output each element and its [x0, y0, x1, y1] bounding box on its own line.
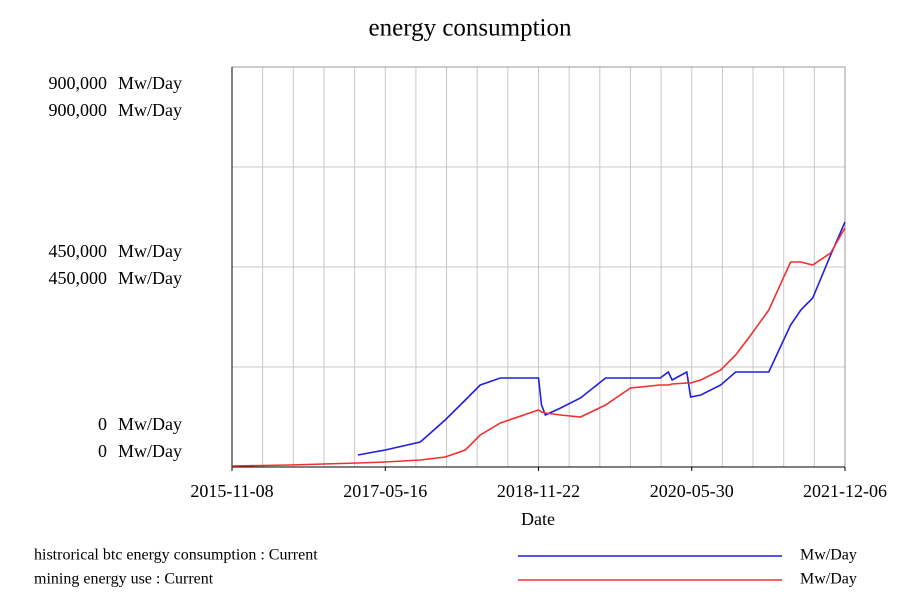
- y-tick-unit: Mw/Day: [118, 100, 182, 120]
- legend-unit: Mw/Day: [800, 571, 857, 588]
- x-tick-label: 2020-05-30: [650, 481, 734, 501]
- chart-title: energy consumption: [369, 15, 572, 42]
- legend-label: mining energy use : Current: [34, 571, 214, 588]
- y-tick-label: 900,000: [49, 73, 108, 93]
- x-axis-label: Date: [521, 509, 555, 529]
- legend-unit: Mw/Day: [800, 547, 857, 564]
- y-tick-unit: Mw/Day: [118, 414, 182, 434]
- series-line: [357, 221, 846, 456]
- y-tick-unit: Mw/Day: [118, 268, 182, 288]
- legend-label: histrorical btc energy consumption : Cur…: [34, 547, 318, 564]
- y-tick-label: 450,000: [49, 268, 108, 288]
- x-tick-label: 2015-11-08: [190, 481, 273, 501]
- y-tick-unit: Mw/Day: [118, 241, 182, 261]
- y-tick-unit: Mw/Day: [118, 73, 182, 93]
- y-tick-label: 450,000: [49, 241, 108, 261]
- y-tick-label: 0: [98, 414, 107, 434]
- x-tick-label: 2017-05-16: [343, 481, 427, 501]
- y-tick-label: 0: [98, 441, 107, 461]
- y-tick-unit: Mw/Day: [118, 441, 182, 461]
- x-tick-label: 2021-12-06: [803, 481, 887, 501]
- x-tick-label: 2018-11-22: [497, 481, 580, 501]
- y-tick-label: 900,000: [49, 100, 108, 120]
- series-line: [231, 227, 846, 467]
